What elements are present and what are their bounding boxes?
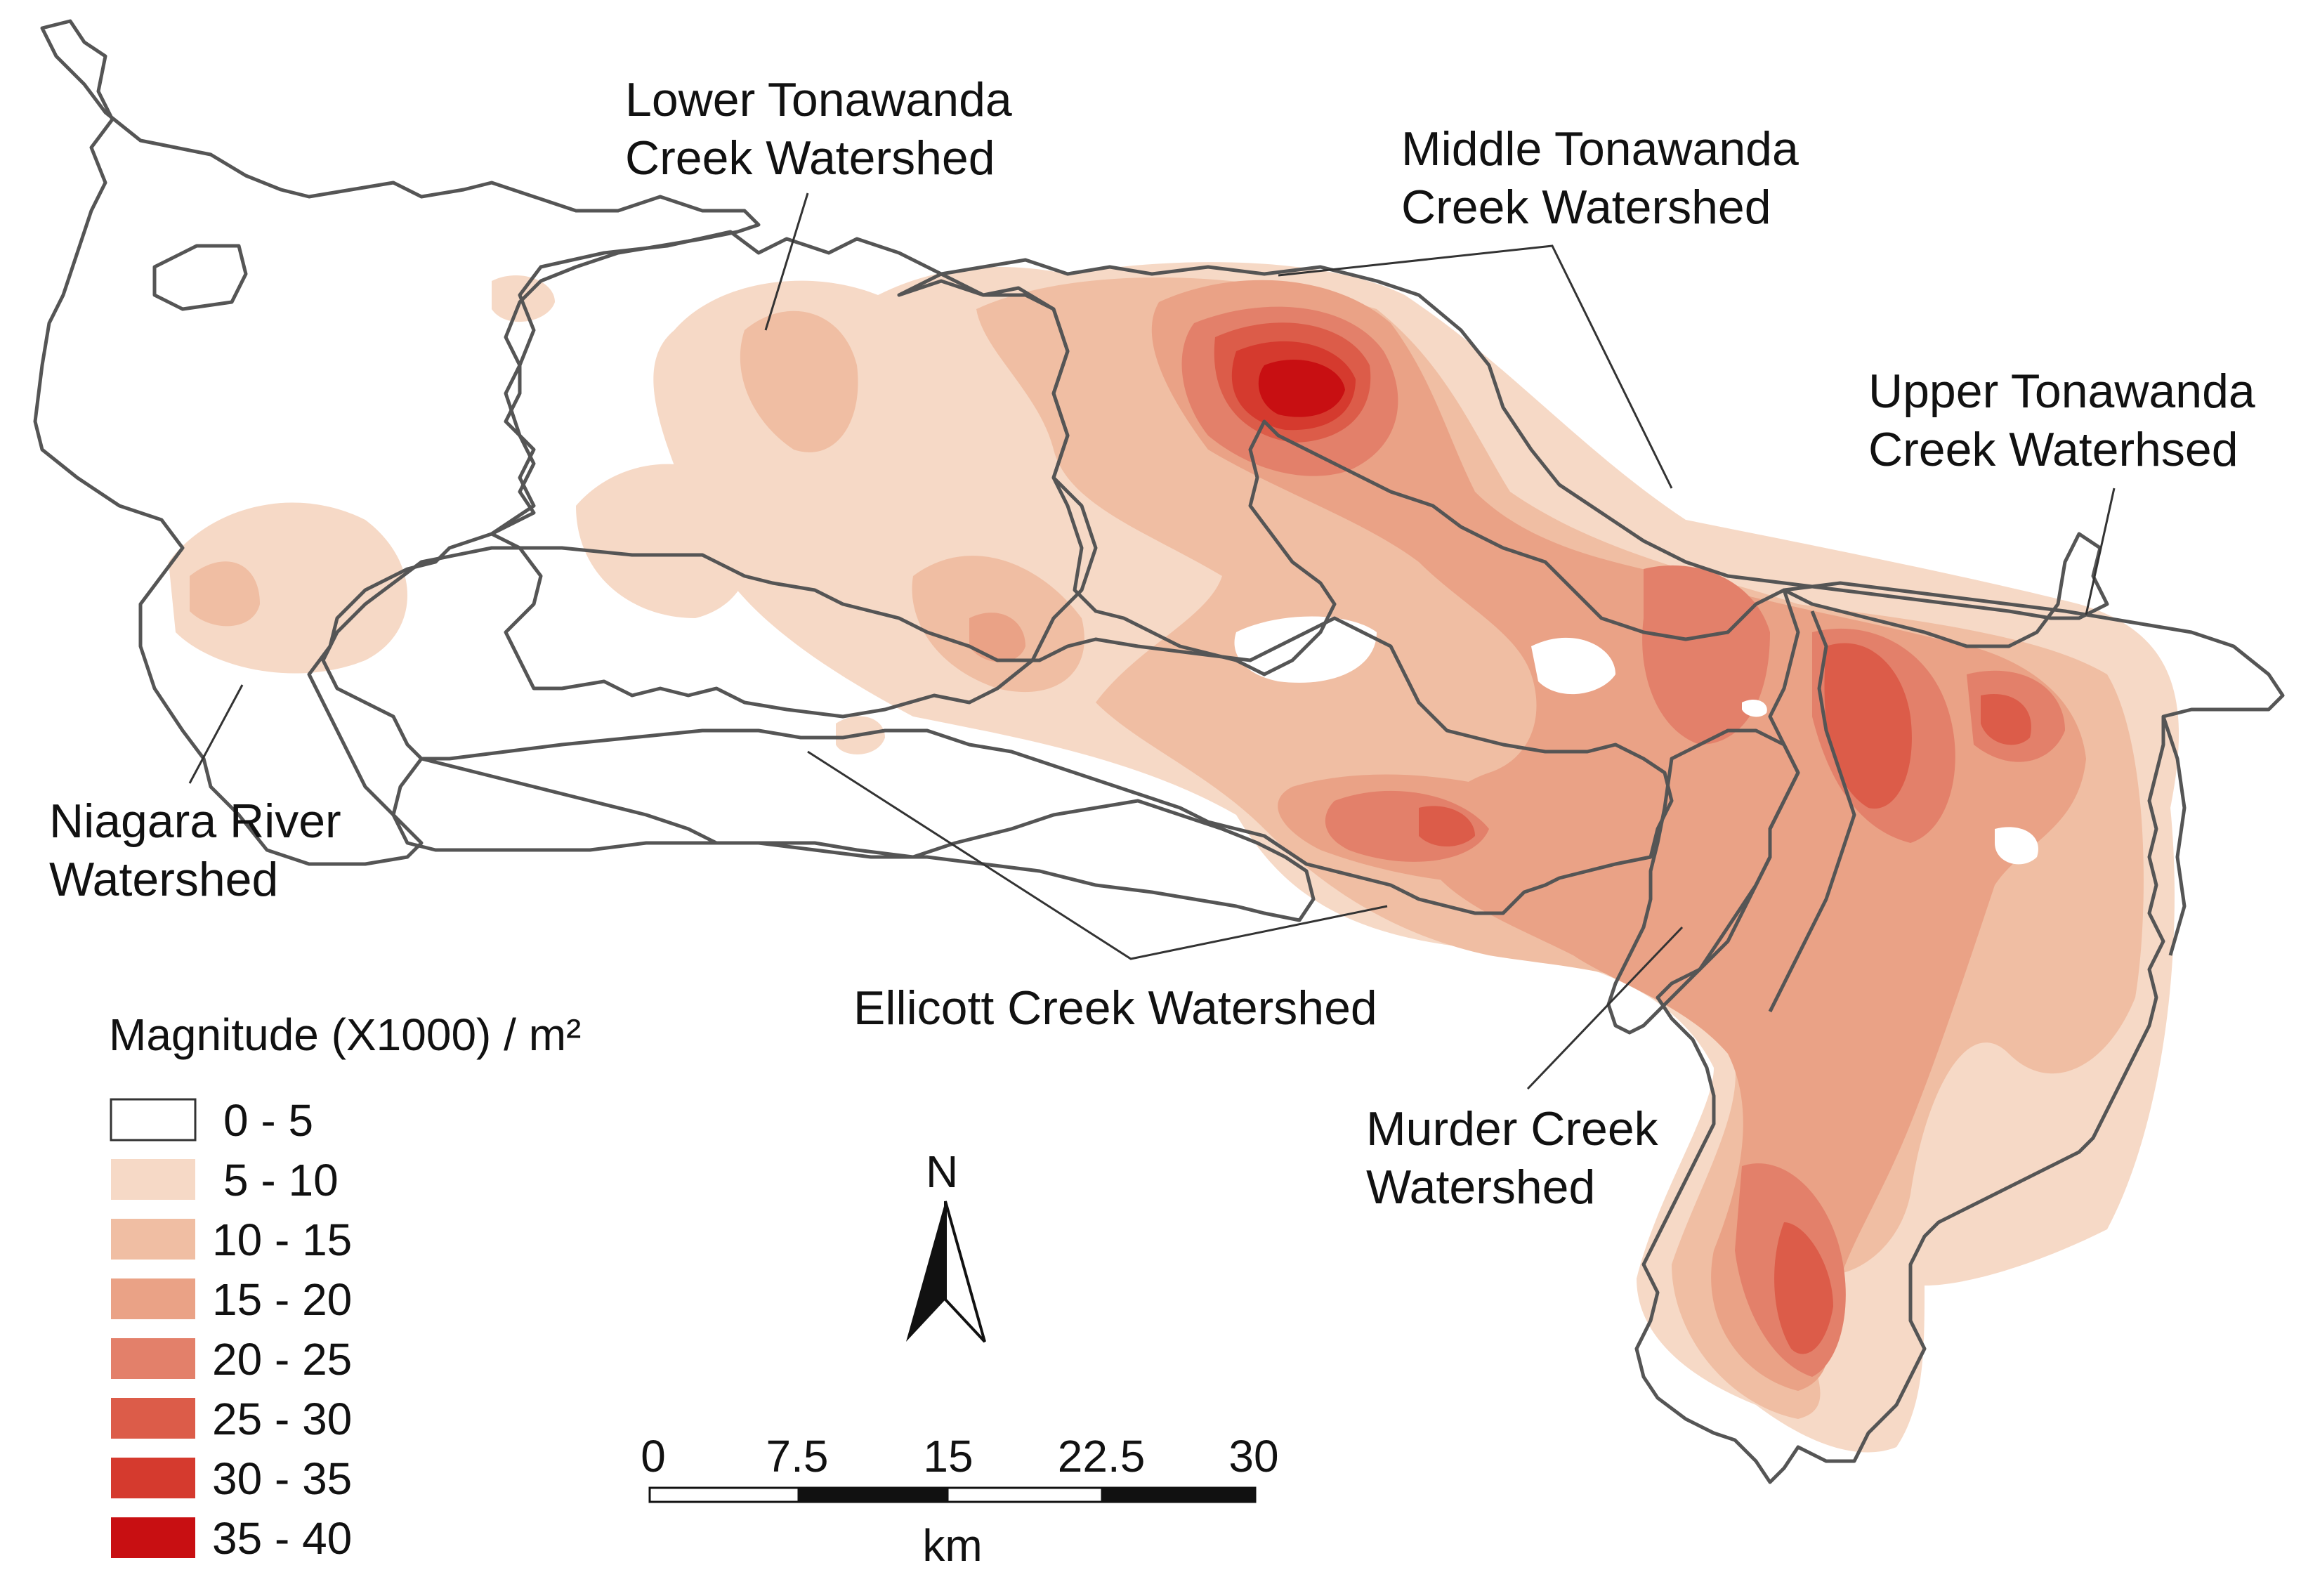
- boundary-ellicott-south: [391, 757, 1316, 922]
- boundary-ellicott-creek: [321, 546, 1674, 915]
- boundary-niagara-river: [33, 19, 761, 866]
- label-lower-tonawanda-1: Lower Tonawanda: [625, 73, 1012, 126]
- boundary-upper-east: [2161, 716, 2187, 956]
- legend-swatches: [110, 1098, 197, 1558]
- leader-middle-tonawanda: [1278, 244, 1673, 489]
- scale-segment-4: [1101, 1486, 1257, 1503]
- label-middle-tonawanda-1: Middle Tonawanda: [1401, 122, 1799, 176]
- legend-swatch-20-25: [111, 1338, 195, 1379]
- north-arrow-icon-outline: [944, 1201, 986, 1343]
- scale-segment-3: [946, 1486, 1103, 1503]
- watershed-boundaries: [33, 19, 2285, 1484]
- label-murder-creek-2: Watershed: [1366, 1160, 1595, 1214]
- legend-swatch-0-5: [110, 1098, 197, 1142]
- north-arrow-label: N: [926, 1146, 958, 1197]
- boundary-middle-tonawanda: [897, 258, 2109, 676]
- class-35-40-zone: [1258, 360, 1345, 417]
- leader-upper-tonawanda: [2085, 488, 2116, 615]
- legend-title: Magnitude (X1000) / m²: [109, 1009, 581, 1060]
- label-ellicott-creek: Ellicott Creek Watershed: [853, 981, 1377, 1035]
- legend-label-10-15: 10 - 15: [212, 1215, 352, 1265]
- label-upper-tonawanda-1: Upper Tonawanda: [1868, 365, 2255, 418]
- leader-lines: [188, 192, 2116, 1090]
- legend-swatch-30-35: [111, 1458, 195, 1498]
- label-lower-tonawanda-2: Creek Watershed: [625, 131, 995, 185]
- legend-label-35-40: 35 - 40: [212, 1513, 352, 1564]
- scale-tick-22-5: 22.5: [1058, 1431, 1146, 1481]
- leader-niagara-river: [188, 684, 244, 784]
- legend-swatch-25-30: [111, 1398, 195, 1439]
- legend-label-5-10: 5 - 10: [223, 1155, 339, 1205]
- legend-swatch-10-15: [111, 1219, 195, 1260]
- boundary-upper-internal: [1768, 610, 1856, 1013]
- north-arrow: N: [906, 1146, 986, 1343]
- leader-lower-tonawanda: [764, 192, 809, 331]
- scale-bar: 0 7.5 15 22.5 30 km: [641, 1431, 1278, 1571]
- legend-label-15-20: 15 - 20: [212, 1274, 352, 1325]
- legend-label-20-25: 20 - 25: [212, 1334, 352, 1385]
- label-middle-tonawanda-2: Creek Watershed: [1401, 181, 1771, 234]
- legend-label-0-5: 0 - 5: [223, 1095, 313, 1146]
- leader-ellicott-creek: [807, 750, 1388, 960]
- scale-tick-15: 15: [923, 1431, 973, 1481]
- island-outline: [152, 244, 248, 311]
- legend-swatch-5-10: [111, 1159, 195, 1200]
- legend-swatch-35-40: [111, 1517, 195, 1558]
- scale-segment-1: [648, 1486, 800, 1503]
- label-niagara-river-2: Watershed: [49, 853, 278, 906]
- boundary-upper-tonawanda: [1634, 581, 2285, 1484]
- legend: Magnitude (X1000) / m² 0 - 5 5 - 10 10 -…: [109, 1009, 581, 1564]
- scale-tick-0: 0: [641, 1431, 666, 1481]
- label-murder-creek-1: Murder Creek: [1366, 1102, 1659, 1156]
- scale-segment-2: [797, 1486, 949, 1503]
- boundary-lower-tonawanda: [490, 230, 1098, 719]
- scale-tick-7-5: 7.5: [766, 1431, 829, 1481]
- legend-swatch-15-20: [111, 1278, 195, 1319]
- leader-murder-creek: [1526, 926, 1684, 1090]
- scale-unit: km: [922, 1520, 982, 1571]
- legend-label-25-30: 25 - 30: [212, 1394, 352, 1444]
- scale-tick-30: 30: [1228, 1431, 1278, 1481]
- label-upper-tonawanda-2: Creek Waterhsed: [1868, 423, 2238, 476]
- north-arrow-icon: [906, 1201, 945, 1342]
- legend-label-30-35: 30 - 35: [212, 1453, 352, 1504]
- watershed-labels: Lower Tonawanda Creek Watershed Middle T…: [49, 73, 2255, 1214]
- label-niagara-river-1: Niagara River: [49, 794, 341, 848]
